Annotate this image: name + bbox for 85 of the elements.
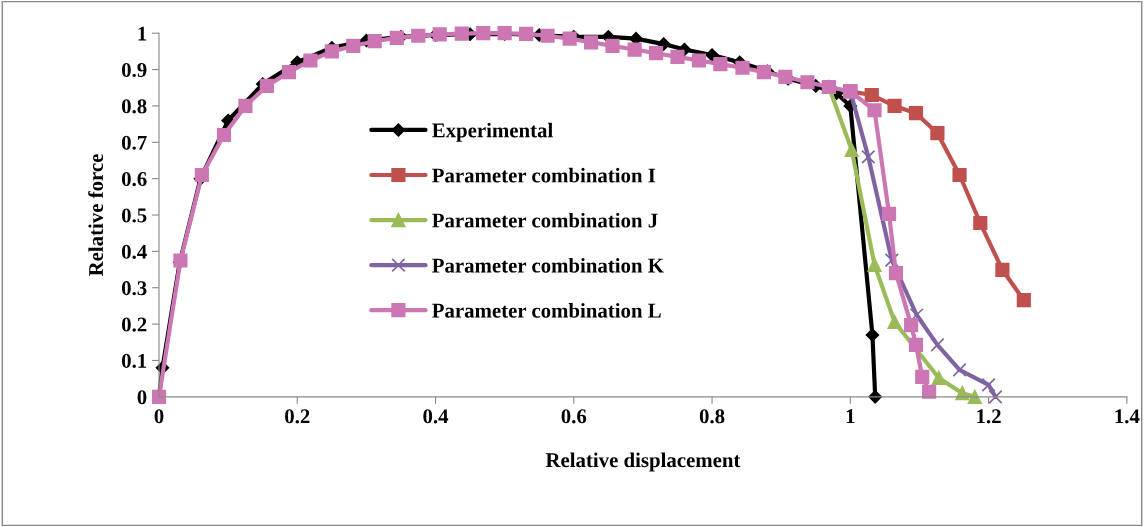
point — [908, 106, 924, 121]
point — [411, 28, 426, 43]
y-tick-label: 0.5 — [121, 208, 147, 223]
point — [259, 78, 274, 94]
point — [887, 314, 902, 330]
y-tick-label: 0.6 — [121, 172, 147, 187]
point — [888, 266, 904, 281]
y-tick-label: 0 — [137, 390, 147, 405]
point — [562, 31, 577, 46]
point — [955, 386, 970, 401]
point — [931, 370, 946, 386]
legend-label: Parameter combination K — [432, 257, 664, 273]
point — [867, 103, 882, 118]
point — [861, 149, 876, 164]
point — [756, 65, 771, 80]
point — [605, 38, 620, 54]
point — [881, 206, 897, 222]
point — [713, 57, 728, 72]
point — [973, 215, 988, 231]
x-tick-label: 1.4 — [1115, 409, 1140, 424]
legend-label: Experimental — [432, 122, 553, 142]
y-tick-label: 0.3 — [121, 281, 147, 296]
x-tick-label: 0.2 — [285, 409, 310, 424]
point — [800, 75, 815, 90]
point — [884, 253, 899, 268]
y-tick-label: 0.7 — [121, 135, 147, 150]
point — [952, 167, 967, 183]
legend-label: Parameter combination L — [432, 303, 661, 318]
point — [1016, 293, 1031, 308]
point — [454, 26, 469, 41]
point — [281, 65, 297, 80]
point — [303, 53, 318, 68]
y-tick-label: 0.1 — [121, 353, 147, 368]
y-tick-label: 0.2 — [121, 317, 147, 332]
point — [930, 337, 945, 352]
x-tick-label: 1.2 — [977, 409, 1001, 424]
y-tick-label: 1 — [138, 26, 147, 41]
point — [691, 53, 707, 68]
x-tick-label: 1 — [846, 409, 855, 424]
point — [194, 167, 209, 183]
point — [627, 42, 642, 57]
point — [867, 257, 882, 272]
y-axis-title: Relative force — [88, 154, 104, 277]
point — [904, 318, 919, 333]
point — [540, 28, 555, 43]
point — [216, 127, 232, 143]
point — [864, 87, 879, 103]
point — [648, 46, 664, 61]
point — [930, 126, 945, 141]
legend-label: Parameter combination J — [432, 212, 658, 228]
point — [432, 27, 447, 42]
y-tick-label: 0.9 — [121, 62, 147, 78]
point — [952, 362, 967, 378]
point — [844, 142, 859, 158]
x-tick-label: 0.8 — [699, 409, 725, 424]
point — [238, 98, 253, 114]
point — [981, 377, 996, 392]
point — [865, 328, 880, 342]
point — [908, 337, 924, 352]
x-tick-label: 0.6 — [561, 409, 587, 424]
point — [915, 369, 930, 384]
point — [324, 44, 339, 59]
point — [670, 49, 685, 64]
point — [922, 384, 937, 399]
point — [735, 60, 750, 75]
point — [346, 38, 361, 54]
point — [705, 48, 719, 62]
x-tick-label: 0 — [154, 409, 164, 424]
point — [583, 35, 599, 50]
x-axis-title: Relative displacement — [545, 452, 741, 472]
point — [476, 26, 491, 41]
point — [519, 26, 534, 42]
point — [367, 34, 382, 49]
point — [988, 389, 1003, 404]
point — [868, 390, 882, 404]
point — [909, 307, 924, 323]
y-tick-label: 0.4 — [121, 244, 147, 259]
point — [656, 37, 671, 51]
point — [967, 389, 982, 404]
point — [887, 98, 902, 114]
y-tick-label: 0.8 — [121, 99, 147, 114]
legend-label: Parameter combination I — [432, 167, 656, 183]
point — [995, 262, 1010, 278]
point — [389, 30, 404, 46]
x-tick-label: 0.4 — [423, 409, 449, 424]
